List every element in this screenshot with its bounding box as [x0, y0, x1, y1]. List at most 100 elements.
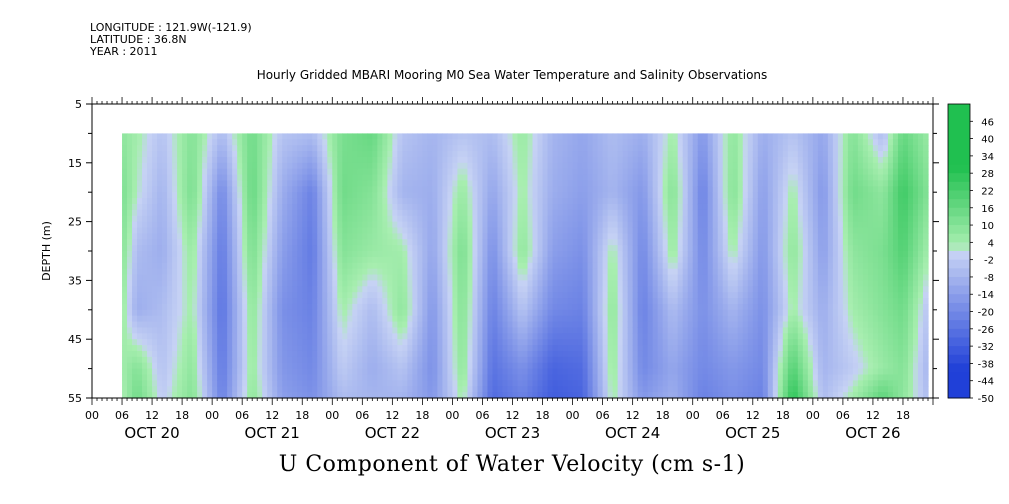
heatmap-cell	[587, 215, 594, 223]
heatmap-cell	[482, 162, 489, 170]
heatmap-cell	[492, 362, 499, 370]
heatmap-cell	[527, 221, 534, 229]
heatmap-cell	[637, 262, 644, 270]
heatmap-cell	[242, 303, 248, 311]
heatmap-cell	[247, 139, 253, 146]
heatmap-cell	[172, 186, 178, 193]
heatmap-cell	[347, 151, 353, 158]
heatmap-cell	[487, 198, 494, 205]
heatmap-cell	[647, 362, 654, 370]
heatmap-cell	[492, 315, 499, 323]
heatmap-cell	[132, 362, 138, 370]
heatmap-cell	[272, 321, 278, 329]
heatmap-cell	[672, 233, 679, 240]
heatmap-cell	[312, 174, 318, 182]
heatmap-cell	[127, 268, 133, 276]
heatmap-cell	[202, 139, 208, 146]
heatmap-cell	[602, 156, 609, 164]
heatmap-cell	[652, 315, 659, 323]
heatmap-cell	[242, 203, 248, 211]
heatmap-cell	[142, 327, 148, 334]
heatmap-cell	[517, 309, 524, 317]
heatmap-cell	[527, 168, 534, 176]
heatmap-cell	[592, 256, 599, 264]
heatmap-cell	[372, 239, 378, 246]
heatmap-cell	[172, 303, 178, 311]
heatmap-cell	[267, 256, 273, 264]
heatmap-cell	[637, 339, 644, 346]
heatmap-cell	[602, 303, 609, 311]
heatmap-cell	[307, 274, 313, 281]
heatmap-cell	[242, 239, 248, 246]
heatmap-cell	[387, 145, 393, 152]
heatmap-cell	[172, 168, 178, 176]
heatmap-cell	[417, 239, 423, 246]
heatmap-cell	[337, 309, 343, 317]
heatmap-cell	[172, 198, 178, 205]
heatmap-cell	[382, 198, 388, 205]
heatmap-cell	[167, 145, 173, 152]
heatmap-cell	[232, 227, 238, 234]
heatmap-cell	[397, 303, 403, 311]
heatmap-cell	[372, 192, 378, 199]
heatmap-cell	[507, 345, 514, 352]
heatmap-cell	[382, 251, 388, 258]
heatmap-cell	[327, 233, 333, 240]
heatmap-cell	[652, 139, 659, 146]
heatmap-cell	[302, 286, 308, 293]
heatmap-cell	[422, 256, 428, 264]
heatmap-cell	[297, 162, 303, 170]
heatmap-cell	[332, 292, 338, 299]
heatmap-cell	[232, 345, 238, 352]
heatmap-cell	[247, 380, 253, 387]
heatmap-cell	[612, 203, 619, 211]
heatmap-cell	[587, 192, 594, 199]
heatmap-cell	[222, 292, 228, 299]
heatmap-cell	[232, 356, 238, 364]
heatmap-cell	[512, 298, 519, 305]
heatmap-cell	[437, 392, 444, 399]
heatmap-cell	[447, 356, 454, 364]
heatmap-cell	[417, 180, 423, 187]
heatmap-cell	[412, 192, 418, 199]
heatmap-cell	[572, 286, 579, 293]
heatmap-cell	[432, 215, 439, 223]
heatmap-cell	[512, 162, 519, 170]
heatmap-cell	[357, 133, 363, 140]
heatmap-cell	[152, 345, 158, 352]
heatmap-cell	[482, 350, 489, 358]
heatmap-cell	[202, 233, 208, 240]
heatmap-cell	[297, 327, 303, 334]
heatmap-cell	[617, 298, 624, 305]
heatmap-cell	[407, 215, 413, 223]
heatmap-cell	[152, 315, 158, 323]
heatmap-cell	[582, 192, 589, 199]
heatmap-cell	[322, 168, 328, 176]
heatmap-cell	[172, 251, 178, 258]
heatmap-cell	[492, 292, 499, 299]
heatmap-cell	[312, 274, 318, 281]
heatmap-cell	[597, 251, 604, 258]
heatmap-cell	[647, 227, 654, 234]
heatmap-cell	[237, 245, 243, 252]
heatmap-cell	[177, 168, 183, 176]
heatmap-cell	[292, 303, 298, 311]
heatmap-cell	[282, 256, 288, 264]
heatmap-cell	[637, 186, 644, 193]
heatmap-cell	[507, 321, 514, 329]
heatmap-cell	[437, 303, 444, 311]
heatmap-cell	[637, 162, 644, 170]
heatmap-cell	[232, 315, 238, 323]
heatmap-cell	[642, 168, 649, 176]
heatmap-cell	[227, 239, 233, 246]
heatmap-cell	[497, 227, 504, 234]
heatmap-cell	[462, 151, 469, 158]
heatmap-cell	[487, 174, 494, 182]
heatmap-cell	[577, 251, 584, 258]
heatmap-cell	[227, 168, 233, 176]
heatmap-cell	[182, 298, 188, 305]
heatmap-cell	[652, 186, 659, 193]
heatmap-cell	[192, 162, 198, 170]
heatmap-cell	[307, 245, 313, 252]
heatmap-cell	[462, 339, 469, 346]
